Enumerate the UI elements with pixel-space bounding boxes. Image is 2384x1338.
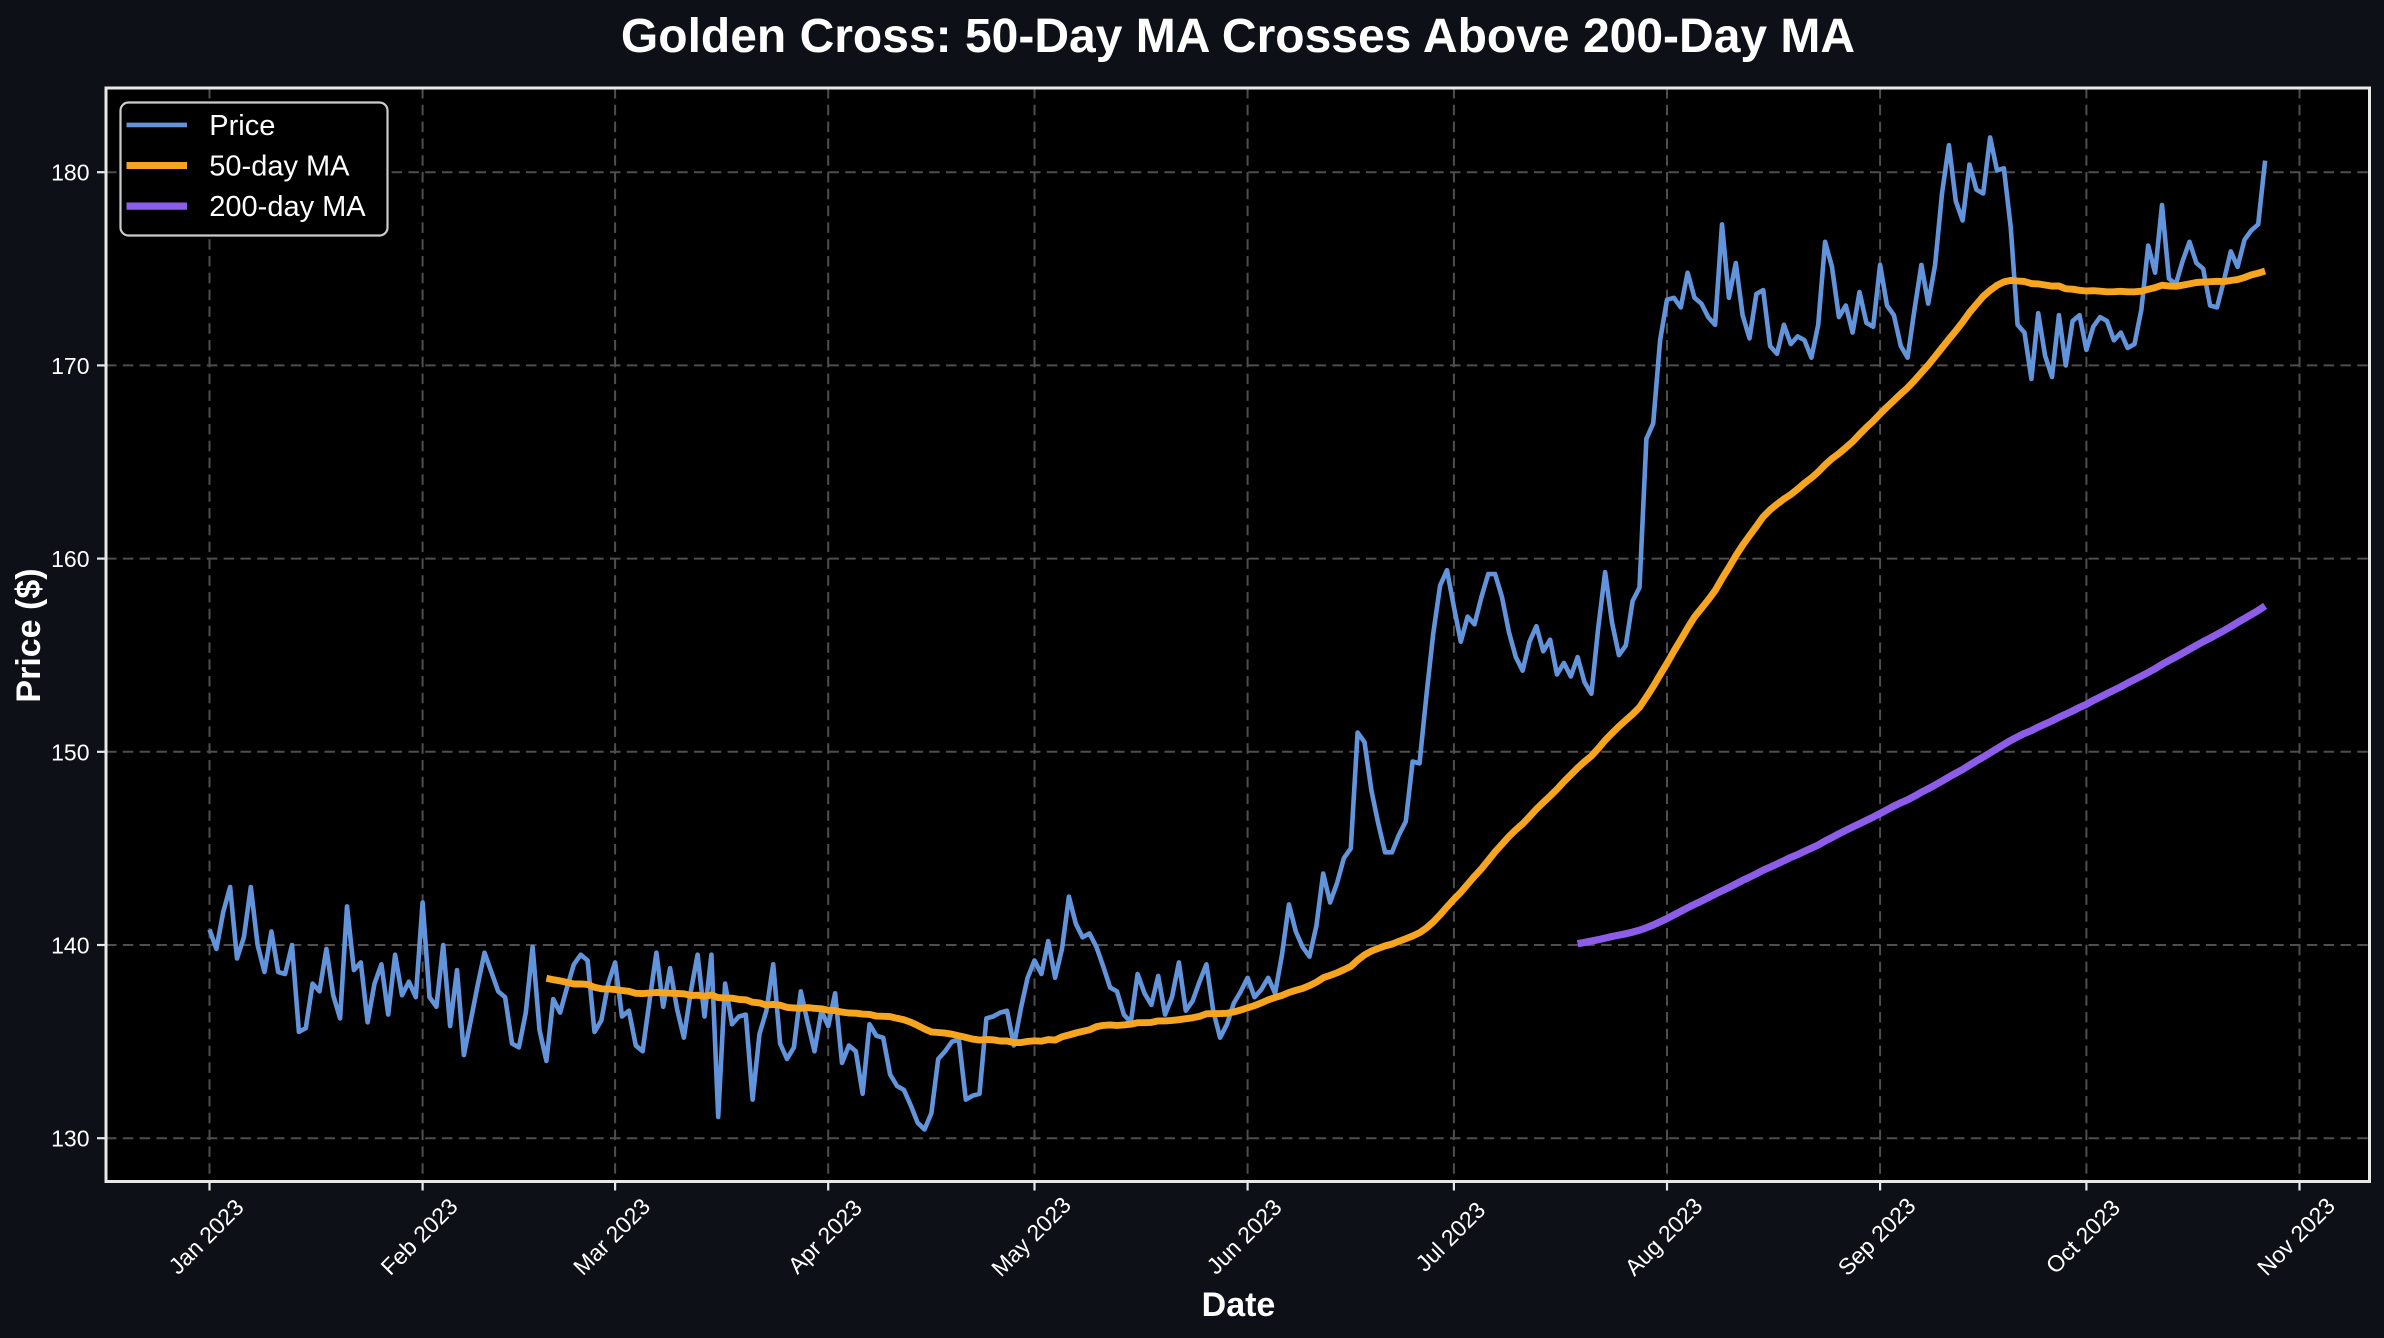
svg-text:Price ($): Price ($) xyxy=(10,568,48,702)
svg-text:Date: Date xyxy=(1202,1286,1276,1324)
svg-text:170: 170 xyxy=(51,353,89,379)
svg-text:Price: Price xyxy=(209,110,275,142)
svg-text:180: 180 xyxy=(51,160,89,186)
svg-text:160: 160 xyxy=(51,546,89,572)
svg-text:150: 150 xyxy=(51,739,89,765)
svg-text:200-day MA: 200-day MA xyxy=(209,191,366,223)
svg-text:130: 130 xyxy=(51,1126,89,1152)
svg-text:50-day MA: 50-day MA xyxy=(209,151,350,183)
svg-text:Golden Cross: 50-Day MA Crosse: Golden Cross: 50-Day MA Crosses Above 20… xyxy=(621,10,1855,63)
svg-text:140: 140 xyxy=(51,933,89,959)
